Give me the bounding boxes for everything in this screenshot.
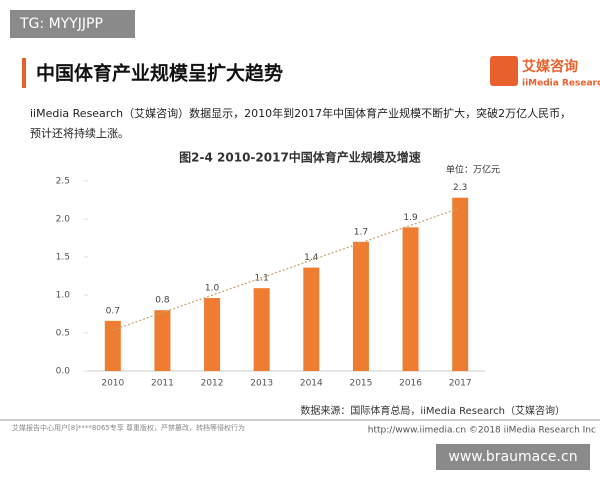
x-tick-label: 2010 [101, 379, 124, 389]
x-tick-label: 2013 [250, 379, 273, 389]
unit: 单位：万亿元 [446, 164, 500, 176]
bar [352, 241, 369, 371]
y-tick-label: 0.5 [56, 329, 70, 339]
watermark-box [10, 10, 135, 38]
bar [204, 298, 221, 371]
bar [104, 320, 121, 371]
chart-title: 图2-4 2010-2017中国体育产业规模及增速 [179, 150, 421, 165]
bar [452, 197, 469, 371]
watermark: TG: MYYJJPP [19, 16, 103, 32]
y-tick-label: 0.0 [56, 367, 71, 377]
logo-icon [490, 56, 518, 86]
source: 数据来源：国际体育总局，iiMedia Research（艾媒咨询） [300, 404, 565, 417]
bar [402, 227, 419, 371]
trend-line [112, 207, 461, 331]
footer-right: http://www.iimedia.cn ©2018 iiMedia Rese… [368, 426, 596, 436]
site-box [436, 444, 590, 470]
y-tick-label: 2.0 [56, 215, 71, 225]
y-tick-label: 2.5 [56, 177, 70, 187]
value-label: 1.0 [205, 284, 220, 294]
y-tick-label: 1.0 [56, 291, 71, 301]
x-tick-label: 2012 [201, 379, 224, 389]
site: www.braumace.cn [448, 449, 577, 465]
bar [303, 267, 320, 371]
value-label: 1.4 [304, 253, 319, 263]
heading: 中国体育产业规模呈扩大趋势 [36, 62, 283, 85]
heading-bar [22, 58, 26, 88]
bar [253, 288, 270, 371]
y-tick-label: 1.5 [56, 253, 70, 263]
value-label: 0.7 [106, 306, 120, 316]
value-label: 1.9 [403, 213, 418, 223]
logo-sub: iiMedia Research [522, 79, 600, 89]
x-tick-label: 2014 [300, 379, 323, 389]
x-tick-label: 2015 [349, 379, 372, 389]
bar [154, 310, 171, 371]
footer-left: 艾媒报告中心用户[8]****8065专享 尊重版权，严禁篡改，转档等侵权行为 [12, 423, 245, 432]
x-tick-label: 2017 [449, 379, 472, 389]
value-label: 1.7 [354, 227, 368, 237]
x-tick-label: 2016 [399, 379, 422, 389]
value-label: 1.1 [255, 274, 269, 284]
value-label: 0.8 [155, 296, 170, 306]
value-label: 2.3 [453, 183, 467, 193]
intro: iiMedia Research（艾媒咨询）数据显示，2010年到2017年中国… [30, 107, 572, 140]
logo-name: 艾媒咨询 [522, 58, 578, 75]
x-tick-label: 2011 [151, 379, 174, 389]
